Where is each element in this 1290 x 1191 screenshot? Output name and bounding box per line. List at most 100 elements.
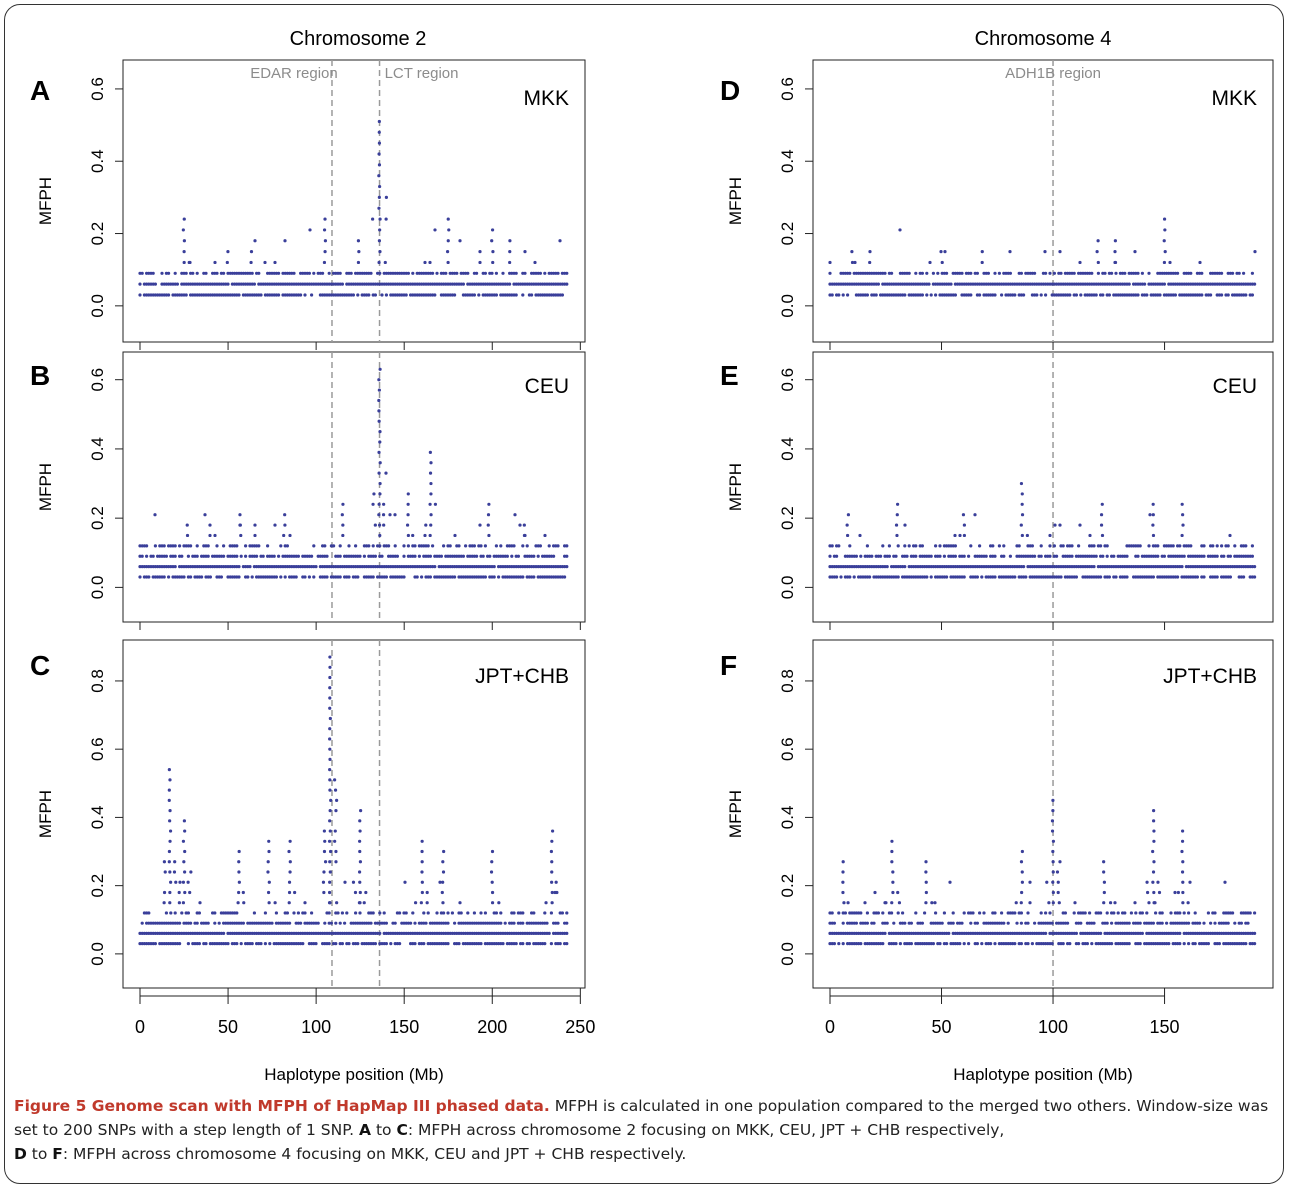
panel-c-peak-point — [322, 849, 327, 854]
panel-f-point — [980, 931, 984, 936]
panel-c-xtick-label: 0 — [135, 1017, 145, 1037]
panel-c-point — [404, 931, 408, 936]
panel-c-peak-point — [168, 839, 172, 843]
panel-d-point — [1092, 282, 1096, 286]
panel-d-point — [1250, 271, 1254, 275]
panel-d-point — [1030, 293, 1034, 297]
panel-c-peak-point — [322, 870, 326, 874]
panel-d-point — [958, 282, 962, 286]
panel-a-point — [241, 293, 245, 297]
panel-e-point — [997, 575, 1002, 579]
panel-f-point — [1123, 921, 1127, 925]
panel-c-point — [494, 931, 498, 936]
panel-d-peak-point — [850, 260, 855, 265]
panel-d-point — [1118, 282, 1122, 286]
panel-a-point — [503, 282, 507, 286]
panel-a-point — [450, 293, 454, 297]
panel-d-point — [1017, 293, 1021, 297]
panel-b-point — [492, 565, 496, 569]
panel-a-point — [162, 293, 166, 297]
panel-b-point — [354, 554, 358, 558]
panel-c-point — [156, 921, 160, 925]
panel-e-point — [870, 554, 874, 558]
panel-a-point — [233, 271, 237, 275]
panel-e-point — [1202, 544, 1206, 548]
panel-c-point — [444, 942, 448, 946]
panel-e-point — [1118, 554, 1122, 558]
panel-f-point — [982, 921, 986, 925]
panel-d-point — [887, 293, 892, 297]
panel-e-point — [1072, 565, 1076, 569]
panel-c-point — [314, 942, 318, 946]
panel-b-point — [197, 565, 201, 569]
panel-d-point — [1114, 282, 1118, 286]
panel-c-point — [334, 911, 338, 915]
panel-a-point — [536, 293, 540, 297]
panel-e-point — [1239, 565, 1243, 569]
panel-d-point — [1121, 293, 1125, 297]
panel-f-point — [1228, 911, 1232, 915]
panel-e-point — [903, 523, 907, 527]
panel-b-point — [558, 575, 562, 579]
panel-a-point — [204, 282, 208, 286]
panel-e-point — [1037, 565, 1041, 569]
panel-d-point — [863, 293, 867, 297]
panel-b-point — [519, 565, 523, 569]
panel-c-point — [261, 921, 265, 925]
panel-e-point — [865, 575, 870, 579]
panel-a-point — [308, 228, 312, 232]
panel-f-point — [1059, 942, 1063, 946]
panel-e-point — [870, 565, 874, 569]
panel-c-point — [545, 921, 549, 925]
panel-e-point — [1202, 575, 1206, 579]
panel-b-point — [459, 554, 463, 558]
panel-d-point — [1132, 271, 1136, 275]
panel-d-point — [975, 271, 980, 275]
panel-e-point — [1041, 565, 1045, 569]
panel-b-peak-point — [378, 461, 382, 465]
panel-b-point — [433, 554, 437, 558]
panel-f-point — [1228, 931, 1232, 936]
panel-e-point — [1096, 544, 1100, 548]
panel-b-point — [490, 565, 494, 569]
panel-e-point — [1066, 554, 1070, 558]
panel-f-point — [879, 931, 883, 936]
panel-b-point — [422, 565, 426, 569]
panel-d-point — [1237, 293, 1241, 297]
panel-d-point — [1147, 282, 1151, 286]
panel-f-point — [1215, 942, 1219, 946]
panel-a-peak-point — [378, 250, 382, 254]
panel-a-point — [167, 282, 171, 286]
panel-f-point — [852, 911, 856, 915]
panel-a-peak-point — [377, 195, 381, 199]
panel-f-point — [854, 942, 859, 946]
panel-e-point — [1228, 575, 1232, 579]
panel-b-point — [292, 554, 296, 558]
panel-c-peak-point — [358, 829, 362, 833]
panel-d-point — [848, 282, 852, 286]
panel-a-point — [354, 271, 358, 275]
panel-e-peak-point — [894, 523, 899, 527]
panel-b-peak-point — [378, 440, 382, 444]
panel-e-point — [1114, 565, 1118, 569]
panel-b-point — [499, 565, 503, 569]
panel-f-point — [1187, 911, 1191, 915]
panel-f-peak-point — [930, 901, 934, 905]
panel-f-point — [960, 921, 964, 925]
panel-c-point — [336, 931, 340, 936]
panel-c-peak-point — [425, 890, 429, 895]
panel-e-point — [1017, 544, 1021, 548]
panel-e-point — [1132, 575, 1136, 579]
panel-c-point — [492, 942, 496, 946]
panel-f-point — [1050, 931, 1054, 936]
panel-d-point — [1222, 282, 1226, 286]
panel-d-point — [1030, 271, 1034, 275]
panel-b-point — [371, 575, 375, 579]
panel-f-point — [975, 921, 980, 925]
panel-f-point — [883, 921, 887, 925]
panel-b-point — [173, 575, 177, 579]
panel-f-point — [1133, 901, 1137, 905]
panel-c-point — [378, 942, 382, 946]
panel-c-point — [472, 911, 476, 915]
panel-e-point — [1158, 565, 1162, 569]
